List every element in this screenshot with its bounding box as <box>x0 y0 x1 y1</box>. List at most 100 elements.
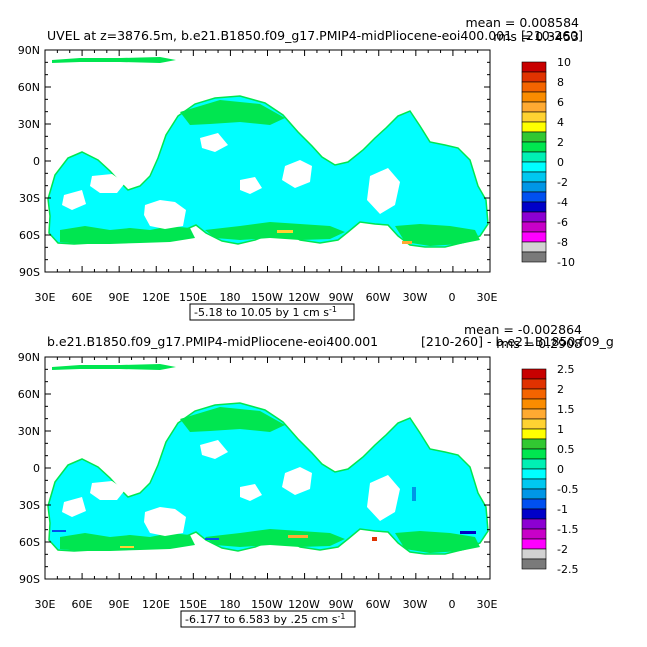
colorbar-box <box>521 111 547 123</box>
range-units-sup: -1 <box>337 612 345 621</box>
colorbar-box <box>521 378 547 390</box>
colorbar-label: -2 <box>557 176 568 189</box>
ocean-field-green <box>60 100 480 246</box>
y-tick-label: 30N <box>18 425 40 438</box>
y-tick-label: 90N <box>18 44 40 57</box>
colorbar-label: 2 <box>557 383 564 396</box>
y-tick-label: 90S <box>19 573 40 586</box>
colorbar-box <box>521 398 547 410</box>
colorbar-box <box>521 121 547 133</box>
colorbar-box <box>521 428 547 440</box>
warm-anomaly <box>277 230 293 233</box>
colorbar-box <box>521 181 547 193</box>
colorbar-box <box>521 408 547 420</box>
x-tick-label: 30E <box>35 598 56 611</box>
colorbar-label: -1 <box>557 503 568 516</box>
colorbar-box <box>521 81 547 93</box>
x-tick-label: 150E <box>179 291 207 304</box>
x-tick-label: 90W <box>329 598 354 611</box>
x-tick-label: 60E <box>72 291 93 304</box>
colorbar-label: -2 <box>557 543 568 556</box>
colorbar-label: 1 <box>557 423 564 436</box>
ocean-field-green <box>60 407 480 553</box>
y-tick-label: 60S <box>19 536 40 549</box>
colorbar-box <box>521 191 547 203</box>
y-tick-label: 30N <box>18 118 40 131</box>
x-tick-label: 120W <box>288 598 320 611</box>
x-tick-label: 150W <box>251 291 283 304</box>
panel-bottom: b.e21.B1850.f09_g17.PMIP4-midPliocene-eo… <box>18 322 614 628</box>
land-mask <box>62 133 400 229</box>
colorbar-label: -2.5 <box>557 563 578 576</box>
mean-label: mean = -0.002864 <box>464 322 582 337</box>
colorbar: 2.5 2 1.5 1 0.5 0 -0.5 -1 -1.5 -2 -2.5 <box>521 363 578 576</box>
colorbar-box <box>521 161 547 173</box>
colorbar-box <box>521 251 547 263</box>
rms-label: rms = 0.2908 <box>496 336 582 351</box>
range-box: -5.18 to 10.05 by 1 cm s-1 <box>189 303 355 321</box>
y-tick-label: 0 <box>33 155 40 168</box>
colorbar-box <box>521 171 547 183</box>
y-axis: 90N 60N 30N 0 30S 60S 90S <box>18 351 40 586</box>
x-tick-label: 120E <box>142 598 170 611</box>
range-box: -6.177 to 6.583 by .25 cm s-1 <box>180 610 356 628</box>
colorbar-label: -0.5 <box>557 483 578 496</box>
colorbar-box <box>521 141 547 153</box>
y-tick-label: 30S <box>19 192 40 205</box>
colorbar-box <box>521 558 547 570</box>
colorbar-box <box>521 91 547 103</box>
y-tick-label: 30S <box>19 499 40 512</box>
colorbar-box <box>521 488 547 500</box>
x-tick-label: 90E <box>109 291 130 304</box>
colorbar-label: 8 <box>557 76 564 89</box>
cool-anomaly <box>52 530 66 532</box>
y-tick-label: 60S <box>19 229 40 242</box>
mean-label: mean = 0.008584 <box>465 15 579 30</box>
y-tick-label: 90N <box>18 351 40 364</box>
x-tick-label: 120E <box>142 291 170 304</box>
colorbar-label: 10 <box>557 56 571 69</box>
colorbar-label: 2 <box>557 136 564 149</box>
colorbar-label: -8 <box>557 236 568 249</box>
x-tick-label: 180 <box>220 598 241 611</box>
colorbar-label: -4 <box>557 196 568 209</box>
x-tick-label: 30W <box>403 291 428 304</box>
colorbar-box <box>521 71 547 83</box>
x-tick-label: 180 <box>220 291 241 304</box>
arctic-strip <box>52 57 176 63</box>
colorbar-box <box>521 151 547 163</box>
panel-title-left: b.e21.B1850.f09_g17.PMIP4-midPliocene-eo… <box>47 334 378 349</box>
y-tick-label: 90S <box>19 266 40 279</box>
panel-title-right: [210-260] <box>521 28 583 43</box>
x-tick-label: 30E <box>35 291 56 304</box>
panel-title-left: UVEL at z=3876.5m, b.e21.B1850.f09_g17.P… <box>47 28 512 43</box>
colorbar-label: 0.5 <box>557 443 575 456</box>
colorbar-label: 2.5 <box>557 363 575 376</box>
svg-text:-5.18 to 10.05 by 1 cm s-1: -5.18 to 10.05 by 1 cm s-1 <box>194 305 337 319</box>
colorbar-box <box>521 518 547 530</box>
y-tick-label: 0 <box>33 462 40 475</box>
colorbar-box <box>521 538 547 550</box>
colorbar-box <box>521 478 547 490</box>
x-tick-label: 120W <box>288 291 320 304</box>
colorbar-box <box>521 418 547 430</box>
warm-anomaly <box>120 546 134 548</box>
cool-anomaly <box>460 531 476 534</box>
rms-label: rms = 0.3453 <box>493 29 579 44</box>
range-units-sup: -1 <box>329 305 337 314</box>
colorbar-box <box>521 61 547 73</box>
map-field <box>45 357 490 579</box>
svg-text:-6.177 to 6.583 by .25 cm s-1: -6.177 to 6.583 by .25 cm s-1 <box>185 612 345 626</box>
colorbar-box <box>521 508 547 520</box>
colorbar-label: 1.5 <box>557 403 575 416</box>
colorbar-label: 4 <box>557 116 564 129</box>
colorbar-box <box>521 368 547 380</box>
x-axis: 30E 60E 90E 120E 150E 180 150W 120W 90W … <box>35 291 498 304</box>
colorbar-label: 0 <box>557 156 564 169</box>
colorbar-label: -10 <box>557 256 575 269</box>
colorbar-box <box>521 101 547 113</box>
x-tick-label: 90E <box>109 598 130 611</box>
cool-anomaly <box>412 487 416 501</box>
y-tick-label: 60N <box>18 81 40 94</box>
colorbar-box <box>521 498 547 510</box>
